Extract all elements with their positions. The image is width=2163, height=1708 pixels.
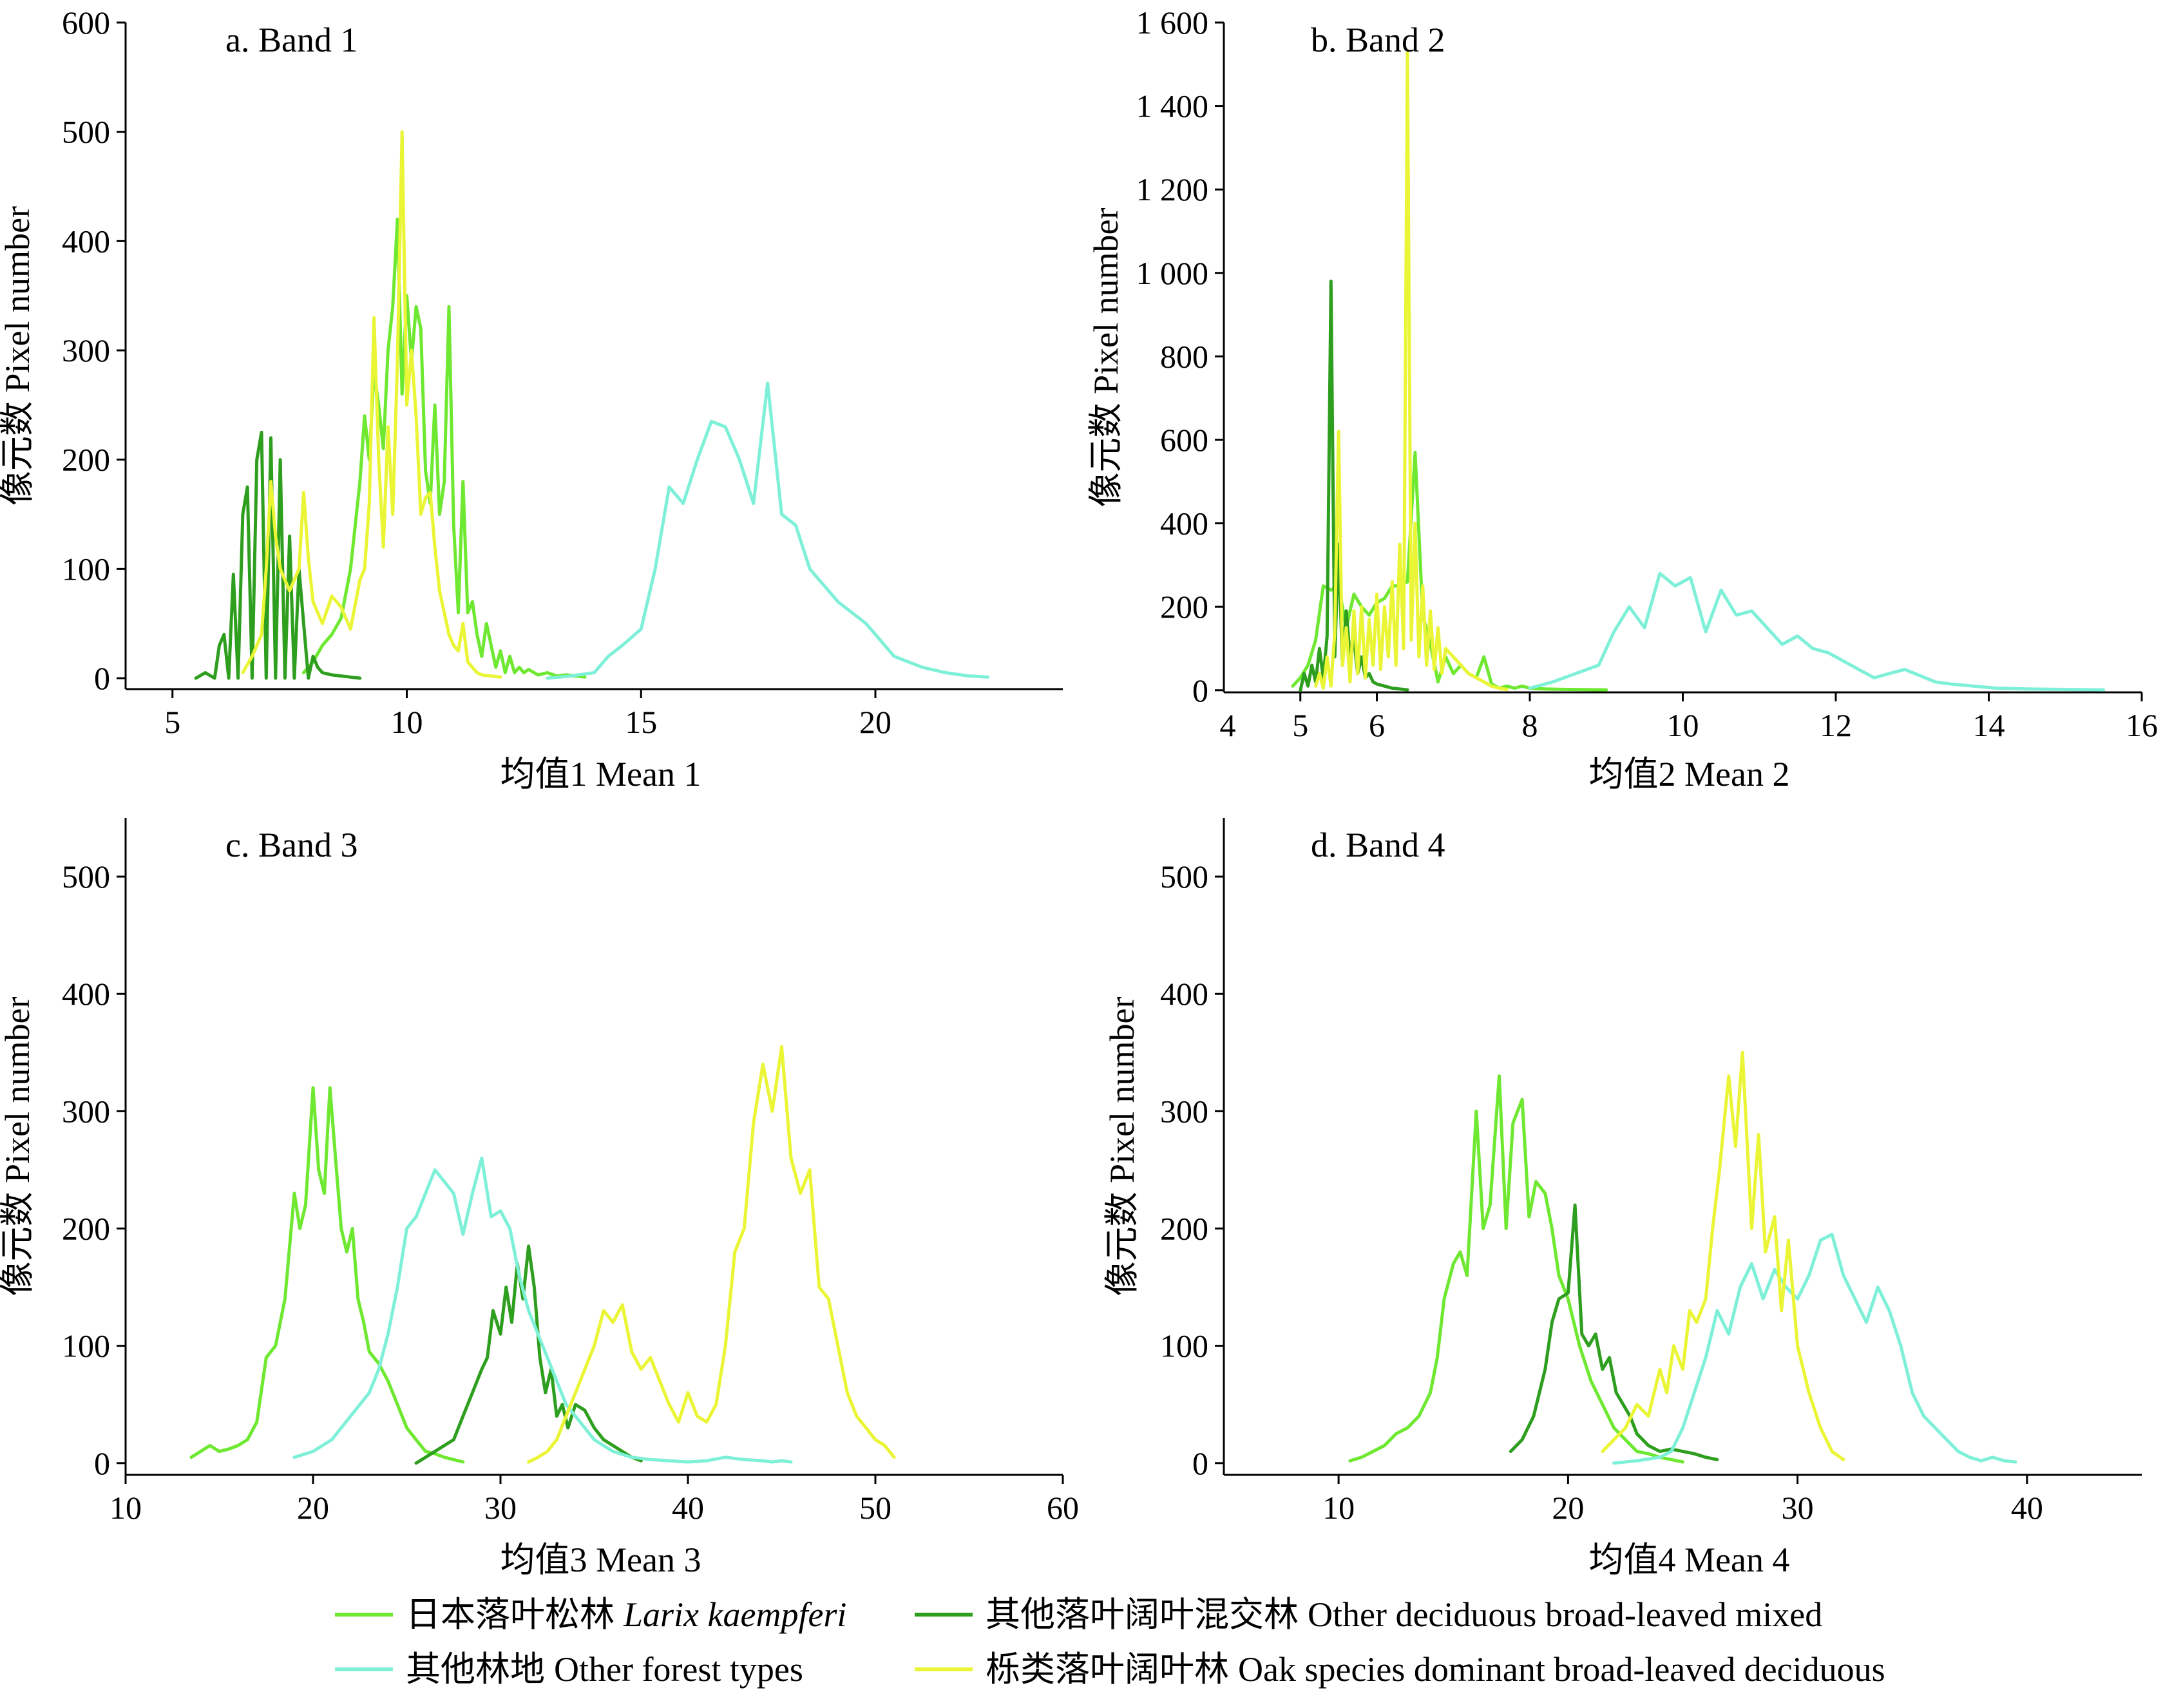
series-line-d-3 (1612, 1233, 2017, 1465)
y-tick-label: 1 400 (1136, 88, 1209, 124)
x-tick-label: 15 (625, 704, 657, 740)
panel-title: b. Band 2 (1311, 21, 1445, 59)
y-tick-label: 600 (1160, 422, 1208, 458)
legend-label-en: Other deciduous broad-leaved mixed (1308, 1595, 1822, 1634)
y-tick-label: 200 (62, 442, 110, 478)
series-line-a-4 (241, 130, 502, 679)
x-axis-label: 均值1 Mean 1 (500, 755, 701, 793)
panel-a: 0 100 200 300 400 500 600 5 10 15 20 a. Band 1 均值1 M… (0, 5, 1063, 793)
legend-label-zh: 其他落叶阔叶混交林 (986, 1595, 1299, 1634)
y-tick-label: 0 (94, 1445, 110, 1481)
x-tick-label: 40 (2011, 1490, 2043, 1526)
y-tick-label: 500 (62, 114, 110, 150)
y-tick-label: 100 (62, 551, 110, 587)
y-axis-label: 像元数 Pixel number (0, 206, 37, 506)
y-axis-label: 像元数 Pixel number (1087, 208, 1125, 508)
x-tick-label: 6 (1369, 707, 1385, 743)
y-tick-label: 1 000 (1136, 255, 1209, 291)
x-tick-label: 50 (859, 1490, 891, 1526)
series-line-c-4 (527, 1045, 896, 1464)
legend-label: 其他落叶阔叶混交林 Other deciduous broad-leaved mi… (986, 1595, 1822, 1634)
legend-label: 栎类落叶阔叶林 Oak species dominant broad-leaved… (986, 1650, 1885, 1689)
y-tick-label: 500 (62, 859, 110, 895)
x-tick-label: 16 (2126, 707, 2158, 743)
y-tick-label: 0 (1192, 672, 1208, 708)
x-tick-label: 14 (1973, 707, 2005, 743)
legend-label-zh: 栎类落叶阔叶林 (986, 1650, 1229, 1689)
y-tick-label: 400 (1160, 506, 1208, 542)
x-tick-label: 5 (164, 704, 180, 740)
panel-title: c. Band 3 (225, 826, 357, 864)
series-line-b-4 (1314, 50, 1509, 691)
legend-item: 其他落叶阔叶混交林 Other deciduous broad-leaved mi… (915, 1595, 1822, 1634)
y-tick-label: 0 (1192, 1445, 1208, 1481)
y-tick-label: 200 (1160, 1211, 1208, 1247)
y-tick-label: 400 (62, 223, 110, 259)
x-tick-label: 10 (391, 704, 423, 740)
x-tick-label: 10 (1322, 1490, 1355, 1526)
panel-b: 0 200 400 600 800 1 000 1 200 1 400 1 600 5 4 6 8 10 1… (1087, 5, 2158, 793)
y-tick-label: 600 (62, 5, 110, 41)
legend-label: 日本落叶松林 Larix kaempferi (406, 1595, 846, 1634)
y-tick-label: 100 (1160, 1328, 1208, 1364)
panel-title: a. Band 1 (225, 21, 357, 59)
legend-item: 其他林地 Other forest types (335, 1650, 803, 1689)
series-line-d-4 (1601, 1050, 1845, 1461)
legend-label-zh: 日本落叶松林 (406, 1595, 615, 1634)
y-tick-label: 0 (94, 660, 110, 696)
x-tick-label: 4 (1219, 707, 1235, 743)
x-axis-label: 均值2 Mean 2 (1589, 755, 1790, 793)
series-line-a-3 (546, 381, 990, 680)
series-line-c-2 (414, 1244, 643, 1465)
y-tick-label: 800 (1160, 338, 1208, 374)
legend-label-en: Larix kaempferi (623, 1595, 846, 1634)
y-tick-label: 1 600 (1136, 5, 1209, 41)
x-axis-label: 均值3 Mean 3 (500, 1541, 701, 1579)
legend-item: 日本落叶松林 Larix kaempferi (335, 1595, 846, 1634)
x-tick-label: 10 (1667, 707, 1699, 743)
legend-label-en: Other forest types (554, 1650, 803, 1689)
x-tick-label: 30 (484, 1490, 517, 1526)
x-axis-label: 均值4 Mean 4 (1589, 1541, 1790, 1579)
x-tick-label: 8 (1522, 707, 1538, 743)
panel-title: d. Band 4 (1311, 826, 1445, 864)
series-line-d-1 (1348, 1074, 1684, 1464)
x-tick-label: 40 (672, 1490, 704, 1526)
y-tick-label: 1 200 (1136, 171, 1209, 207)
x-tick-label: 30 (1782, 1490, 1814, 1526)
y-tick-label: 200 (1160, 589, 1208, 625)
x-tick-label: 12 (1820, 707, 1852, 743)
y-tick-label: 100 (62, 1328, 110, 1364)
x-tick-label: 20 (297, 1490, 329, 1526)
y-tick-label: 300 (1160, 1093, 1208, 1129)
x-tick-label: 5 (1292, 707, 1308, 743)
x-tick-label: 20 (1552, 1490, 1584, 1526)
series-line-b-3 (1528, 571, 2106, 692)
legend-label-zh: 其他林地 (406, 1650, 545, 1689)
y-tick-label: 300 (62, 332, 110, 368)
series-line-c-1 (189, 1086, 465, 1464)
legend-label-en: Oak species dominant broad-leaved decidu… (1238, 1650, 1885, 1689)
y-tick-label: 400 (62, 976, 110, 1012)
legend-label: 其他林地 Other forest types (406, 1650, 803, 1689)
series-line-c-3 (292, 1156, 793, 1464)
x-tick-label: 10 (110, 1490, 142, 1526)
y-tick-label: 300 (62, 1093, 110, 1129)
legend-item: 栎类落叶阔叶林 Oak species dominant broad-leaved… (915, 1650, 1885, 1689)
panel-d: 0 100 200 300 400 500 10 20 30 40 d. Band 4 均值4 Mea… (1103, 818, 2142, 1579)
legend: 日本落叶松林 Larix kaempferi 其他落叶阔叶混交林 Other deci… (335, 1595, 1885, 1689)
y-axis-label: 像元数 Pixel number (1103, 997, 1141, 1296)
series-line-a-2 (194, 430, 362, 680)
y-tick-label: 200 (62, 1211, 110, 1247)
x-tick-label: 60 (1047, 1490, 1079, 1526)
y-tick-label: 500 (1160, 859, 1208, 895)
y-axis-label: 像元数 Pixel number (0, 997, 37, 1296)
y-tick-label: 400 (1160, 976, 1208, 1012)
x-tick-label: 20 (859, 704, 891, 740)
panel-c: 0 100 200 300 400 500 10 20 30 40 50 60 c. Band 3 均值3… (0, 818, 1079, 1579)
